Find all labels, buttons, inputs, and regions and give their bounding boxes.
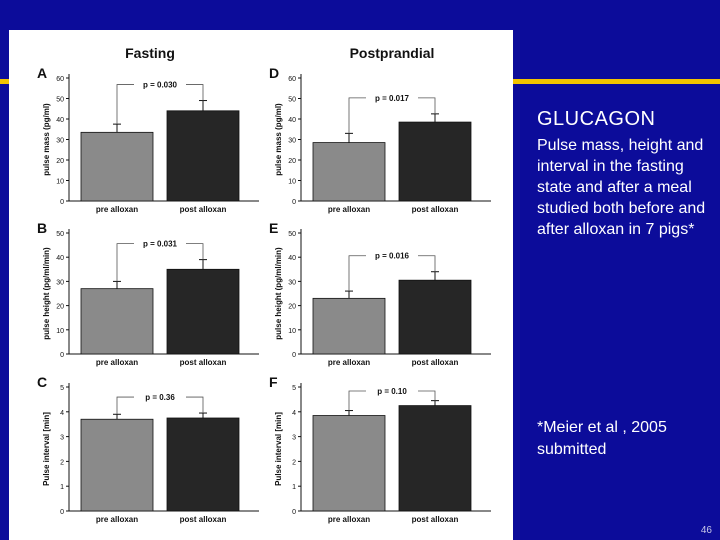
y-tick-label-d: 20	[288, 158, 296, 165]
y-axis-label-e: pulse height (pg/ml/min)	[274, 247, 283, 340]
y-tick-label-a: 0	[60, 199, 64, 206]
x-tick-label-b-post: post alloxan	[180, 358, 227, 367]
x-tick-label-b-pre: pre alloxan	[96, 358, 138, 367]
panel-letter-a: A	[37, 65, 47, 81]
x-tick-label-d-pre: pre alloxan	[328, 205, 370, 214]
x-tick-label-d-post: post alloxan	[412, 205, 459, 214]
significance-label-f: p = 0.10	[377, 387, 407, 396]
y-tick-label-c: 2	[60, 459, 64, 466]
y-tick-label-d: 40	[288, 117, 296, 124]
significance-label-bg-e	[366, 249, 418, 261]
significance-label-e: p = 0.016	[375, 252, 410, 261]
y-tick-label-b: 50	[56, 231, 64, 238]
y-tick-label-d: 0	[292, 199, 296, 206]
y-tick-label-d: 30	[288, 138, 296, 145]
bar-c-pre	[80, 418, 154, 512]
bar-b-post	[166, 268, 240, 355]
y-tick-label-e: 50	[288, 231, 296, 238]
panel-letter-e: E	[269, 220, 278, 236]
bar-f-pre	[312, 415, 386, 512]
y-tick-label-e: 20	[288, 304, 296, 311]
panel-letter-f: F	[269, 374, 278, 390]
bar-f-post	[398, 405, 472, 512]
y-tick-label-d: 50	[288, 97, 296, 104]
y-tick-label-d: 10	[288, 179, 296, 186]
y-tick-label-f: 5	[292, 385, 296, 392]
y-tick-label-b: 30	[56, 279, 64, 286]
y-tick-label-f: 0	[292, 509, 296, 516]
column-title-fasting: Fasting	[125, 45, 175, 61]
x-tick-label-c-post: post alloxan	[180, 515, 227, 524]
bar-a-post	[166, 110, 240, 202]
y-axis-label-b: pulse height (pg/ml/min)	[42, 247, 51, 340]
bar-b-pre	[80, 288, 154, 355]
slide-number: 46	[700, 525, 712, 536]
slide-description: Pulse mass, height and interval in the f…	[537, 137, 706, 238]
significance-label-bg-b	[134, 237, 186, 249]
significance-label-bg-d	[366, 91, 418, 103]
y-tick-label-a: 40	[56, 117, 64, 124]
y-tick-label-c: 3	[60, 435, 64, 442]
significance-label-bg-c	[134, 391, 186, 403]
y-axis-label-a: pulse mass (pg/ml)	[42, 103, 51, 176]
y-tick-label-a: 30	[56, 138, 64, 145]
y-axis-label-c: Pulse interval [min]	[42, 412, 51, 486]
slide-title: GLUCAGON	[537, 108, 656, 130]
y-tick-label-e: 0	[292, 352, 296, 359]
x-tick-label-c-pre: pre alloxan	[96, 515, 138, 524]
panel-letter-d: D	[269, 65, 279, 81]
panel-letter-c: C	[37, 374, 47, 390]
column-title-postprandial: Postprandial	[350, 45, 435, 61]
y-tick-label-b: 10	[56, 328, 64, 335]
y-tick-label-e: 10	[288, 328, 296, 335]
y-tick-label-c: 5	[60, 385, 64, 392]
y-tick-label-f: 1	[292, 484, 296, 491]
y-tick-label-b: 20	[56, 304, 64, 311]
y-axis-label-f: Pulse interval [min]	[274, 412, 283, 486]
significance-label-b: p = 0.031	[143, 240, 178, 249]
y-tick-label-e: 40	[288, 255, 296, 262]
bar-e-post	[398, 279, 472, 355]
bar-c-post	[166, 417, 240, 512]
y-tick-label-f: 2	[292, 459, 296, 466]
y-tick-label-a: 10	[56, 179, 64, 186]
bar-d-pre	[312, 142, 386, 202]
y-axis-label-d: pulse mass (pg/ml)	[274, 103, 283, 176]
slide-reference: *Meier et al , 2005 submitted	[537, 419, 667, 458]
x-tick-label-f-pre: pre alloxan	[328, 515, 370, 524]
bar-d-post	[398, 121, 472, 202]
y-tick-label-a: 60	[56, 76, 64, 83]
bar-e-pre	[312, 297, 386, 355]
y-tick-label-e: 30	[288, 279, 296, 286]
bar-a-pre	[80, 131, 154, 202]
x-tick-label-f-post: post alloxan	[412, 515, 459, 524]
y-tick-label-c: 4	[60, 410, 64, 417]
y-tick-label-c: 1	[60, 484, 64, 491]
y-tick-label-a: 20	[56, 158, 64, 165]
x-tick-label-a-post: post alloxan	[180, 205, 227, 214]
y-tick-label-d: 60	[288, 76, 296, 83]
y-tick-label-c: 0	[60, 509, 64, 516]
significance-label-d: p = 0.017	[375, 94, 410, 103]
y-tick-label-f: 3	[292, 435, 296, 442]
significance-label-c: p = 0.36	[145, 393, 175, 402]
significance-label-a: p = 0.030	[143, 81, 178, 90]
x-tick-label-e-post: post alloxan	[412, 358, 459, 367]
y-tick-label-b: 0	[60, 352, 64, 359]
y-tick-label-f: 4	[292, 410, 296, 417]
x-tick-label-a-pre: pre alloxan	[96, 205, 138, 214]
x-tick-label-e-pre: pre alloxan	[328, 358, 370, 367]
y-tick-label-a: 50	[56, 97, 64, 104]
significance-label-bg-f	[366, 385, 418, 396]
significance-label-bg-a	[134, 78, 186, 90]
panel-letter-b: B	[37, 220, 47, 236]
y-tick-label-b: 40	[56, 255, 64, 262]
